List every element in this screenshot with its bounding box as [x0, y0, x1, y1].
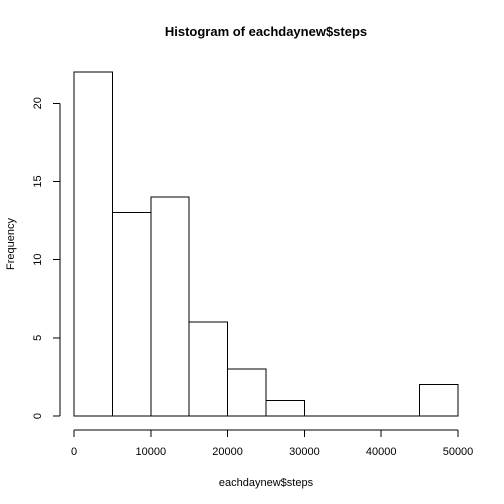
x-tick-label: 0 — [71, 446, 77, 458]
y-tick-label: 15 — [32, 175, 44, 187]
x-tick-label: 50000 — [443, 446, 474, 458]
x-axis: 0 10000 20000 30000 40000 50000 — [71, 429, 474, 458]
histogram-bar — [150, 196, 190, 417]
y-tick-label: 20 — [32, 97, 44, 109]
bars-group — [73, 71, 459, 417]
y-axis-label: Frequency — [5, 218, 17, 270]
chart-title: Histogram of eachdaynew$steps — [165, 24, 367, 39]
x-axis-label: eachdaynew$steps — [219, 477, 314, 489]
histogram-bar — [188, 321, 229, 417]
histogram-bar — [227, 368, 267, 417]
x-tick-label: 40000 — [366, 446, 397, 458]
histogram-bar — [265, 399, 305, 417]
x-tick-label: 10000 — [136, 446, 167, 458]
x-tick-label: 20000 — [212, 446, 243, 458]
histogram-bar — [73, 71, 113, 417]
y-tick-label: 5 — [32, 335, 44, 341]
y-tick-label: 10 — [32, 254, 44, 266]
y-tick-label: 0 — [32, 413, 44, 419]
histogram-bar — [111, 212, 152, 417]
histogram-bar — [419, 384, 459, 417]
y-axis: 0 5 10 15 20 — [32, 97, 61, 419]
x-tick-label: 30000 — [289, 446, 320, 458]
